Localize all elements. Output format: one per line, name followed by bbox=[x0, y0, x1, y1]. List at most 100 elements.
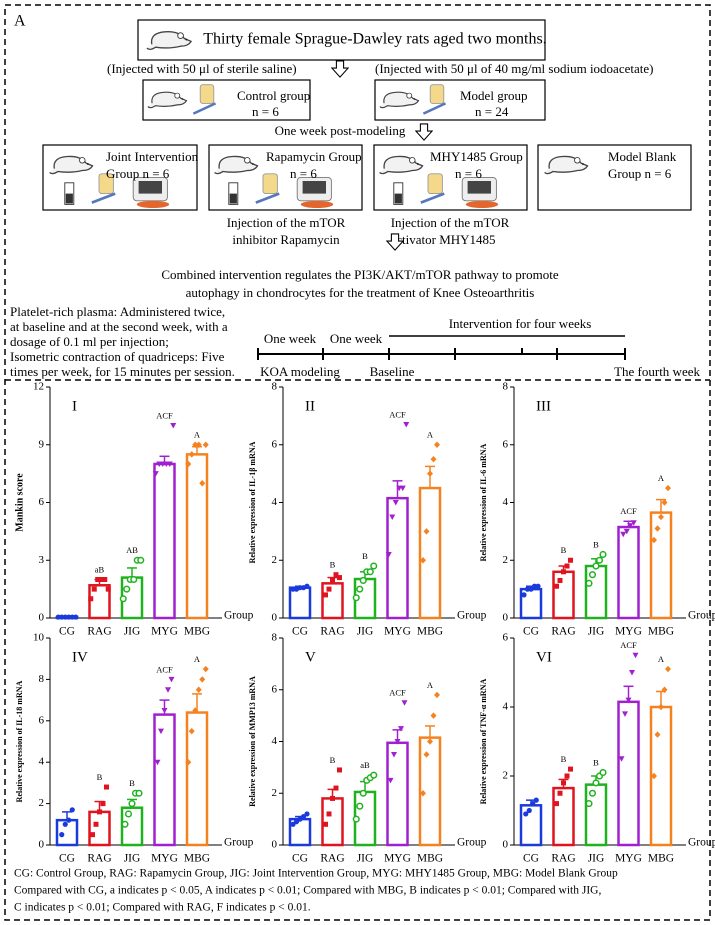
group-label: Model Blank bbox=[608, 149, 677, 164]
data-point bbox=[654, 525, 661, 532]
data-point bbox=[403, 422, 410, 428]
data-point bbox=[588, 789, 597, 797]
data-point bbox=[557, 577, 563, 583]
arrow bbox=[415, 123, 433, 141]
note: Injection of the mTOR bbox=[227, 215, 346, 230]
annotation: B bbox=[330, 560, 336, 570]
data-point bbox=[423, 751, 430, 758]
annotation: B bbox=[593, 539, 599, 549]
data-point bbox=[385, 551, 392, 558]
x-tick-label: CG bbox=[59, 853, 75, 865]
bar bbox=[321, 797, 344, 847]
x-tick-label: RAG bbox=[320, 853, 344, 865]
data-point bbox=[170, 423, 177, 429]
y-tick-label: 0 bbox=[272, 612, 278, 624]
x-tick-label: RAG bbox=[87, 853, 111, 865]
annotation: ACF bbox=[620, 640, 637, 650]
data-point bbox=[185, 460, 192, 468]
bar bbox=[185, 453, 209, 620]
annotation: A bbox=[658, 654, 665, 664]
data-point bbox=[202, 441, 209, 448]
bar bbox=[418, 486, 442, 620]
data-point bbox=[530, 801, 536, 807]
data-point bbox=[123, 585, 131, 593]
x-tick-label: MYG bbox=[384, 853, 411, 865]
group-label: Group n = 6 bbox=[608, 166, 672, 181]
data-point bbox=[627, 523, 634, 529]
annotation: A bbox=[658, 473, 665, 483]
annotation: B bbox=[561, 545, 567, 555]
data-point bbox=[595, 556, 604, 564]
y-tick-label: 8 bbox=[272, 381, 278, 393]
x-tick-label: MYG bbox=[615, 853, 642, 865]
x-tick-label: CG bbox=[59, 626, 75, 638]
y-axis-label: Relative expression of TNF-α mRNA bbox=[479, 679, 488, 805]
x-tick-label: MBG bbox=[648, 626, 674, 638]
bar bbox=[153, 713, 176, 847]
annotation: ACF bbox=[156, 410, 173, 420]
source-box bbox=[137, 19, 546, 61]
data-point bbox=[333, 785, 339, 791]
y-tick-label: 10 bbox=[33, 632, 45, 644]
data-point bbox=[665, 665, 671, 673]
data-point bbox=[337, 767, 342, 773]
data-point bbox=[62, 821, 68, 827]
annotation: B bbox=[362, 551, 368, 561]
x-tick-label: JIG bbox=[124, 853, 141, 865]
y-tick-label: 8 bbox=[503, 381, 509, 393]
data-point bbox=[554, 801, 559, 807]
annotation: A bbox=[427, 430, 434, 440]
y-tick-label: 0 bbox=[503, 612, 509, 624]
data-point bbox=[585, 579, 593, 587]
data-point bbox=[130, 575, 138, 584]
data-point bbox=[623, 528, 630, 535]
data-point bbox=[356, 585, 364, 593]
data-point bbox=[391, 751, 397, 758]
data-point bbox=[430, 455, 437, 463]
data-point bbox=[359, 789, 367, 797]
data-point bbox=[526, 807, 532, 814]
panel-title: VI bbox=[536, 649, 552, 665]
data-point bbox=[592, 562, 600, 570]
y-tick-label: 4 bbox=[503, 701, 509, 713]
panel-label: A bbox=[14, 13, 26, 30]
timeline bbox=[257, 335, 626, 360]
x-tick-label: JIG bbox=[124, 626, 141, 638]
data-point bbox=[326, 586, 332, 592]
data-point bbox=[554, 583, 559, 589]
data-point bbox=[304, 583, 310, 589]
annotation: B bbox=[593, 758, 599, 768]
data-point bbox=[97, 809, 102, 815]
y-axis-label: Relative expression of MMP13 mRNA bbox=[248, 676, 257, 807]
x-tick-label: RAG bbox=[551, 626, 575, 638]
data-point bbox=[166, 461, 173, 467]
data-point bbox=[394, 739, 401, 745]
data-point bbox=[66, 817, 72, 823]
data-point bbox=[168, 676, 175, 683]
bar bbox=[552, 786, 575, 847]
y-tick-label: 2 bbox=[39, 797, 45, 809]
bar bbox=[153, 462, 176, 620]
data-point bbox=[102, 577, 108, 582]
data-point bbox=[152, 471, 159, 477]
x-tick-label: MYG bbox=[384, 626, 411, 638]
data-point bbox=[195, 441, 202, 448]
note: inhibitor Rapamycin bbox=[232, 232, 340, 247]
annotation: A bbox=[427, 680, 434, 690]
data-point bbox=[523, 811, 529, 817]
data-point bbox=[557, 790, 563, 796]
group-label: n = 6 bbox=[455, 166, 482, 181]
x-tick-label: CG bbox=[292, 853, 308, 865]
data-point bbox=[654, 731, 661, 738]
data-point bbox=[661, 686, 668, 693]
data-point bbox=[91, 586, 97, 592]
x-tick-label: CG bbox=[292, 626, 308, 638]
injection-right: (Injected with 50 μl of 40 mg/ml sodium … bbox=[375, 61, 653, 76]
data-point bbox=[533, 797, 539, 803]
data-point bbox=[661, 499, 668, 506]
annotation: ACF bbox=[389, 688, 406, 698]
data-point bbox=[337, 575, 342, 581]
panel-title: V bbox=[305, 649, 316, 665]
y-tick-label: 4 bbox=[39, 756, 45, 768]
protocol: dosage of 0.1 ml per injection; bbox=[10, 334, 169, 349]
